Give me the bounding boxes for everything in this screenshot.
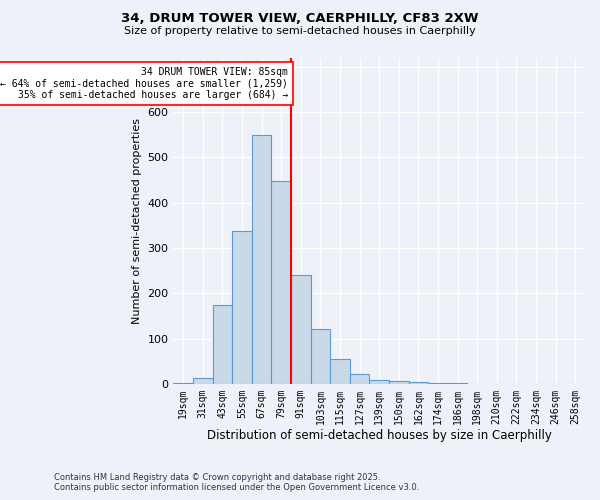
Bar xyxy=(370,380,389,384)
Text: 34 DRUM TOWER VIEW: 85sqm
← 64% of semi-detached houses are smaller (1,259)
35% : 34 DRUM TOWER VIEW: 85sqm ← 64% of semi-… xyxy=(0,66,288,100)
Bar xyxy=(232,230,252,384)
Bar xyxy=(291,274,311,384)
Bar xyxy=(330,359,350,384)
Text: Contains HM Land Registry data © Crown copyright and database right 2025.
Contai: Contains HM Land Registry data © Crown c… xyxy=(54,473,419,492)
Bar xyxy=(350,374,370,384)
Bar xyxy=(193,378,212,384)
Bar xyxy=(389,381,409,384)
X-axis label: Distribution of semi-detached houses by size in Caerphilly: Distribution of semi-detached houses by … xyxy=(207,430,551,442)
Text: 34, DRUM TOWER VIEW, CAERPHILLY, CF83 2XW: 34, DRUM TOWER VIEW, CAERPHILLY, CF83 2X… xyxy=(121,12,479,26)
Bar xyxy=(212,304,232,384)
Bar xyxy=(409,382,428,384)
Y-axis label: Number of semi-detached properties: Number of semi-detached properties xyxy=(132,118,142,324)
Text: Size of property relative to semi-detached houses in Caerphilly: Size of property relative to semi-detach… xyxy=(124,26,476,36)
Bar xyxy=(252,136,271,384)
Bar xyxy=(271,181,291,384)
Bar xyxy=(173,383,193,384)
Bar xyxy=(311,330,330,384)
Bar xyxy=(428,383,448,384)
